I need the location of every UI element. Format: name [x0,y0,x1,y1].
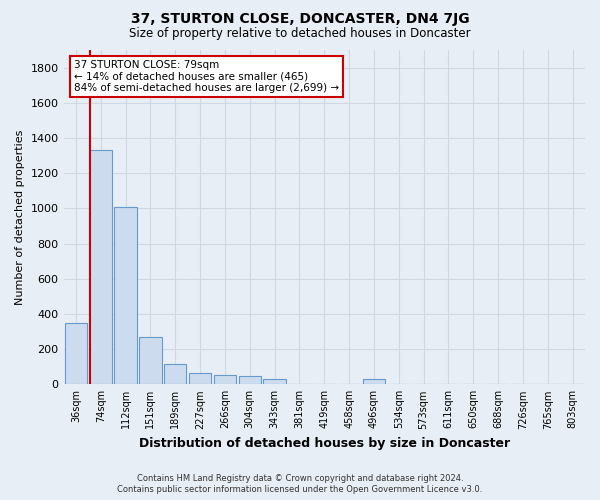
Bar [214,374,236,384]
Bar [363,379,385,384]
Bar [89,150,112,384]
X-axis label: Distribution of detached houses by size in Doncaster: Distribution of detached houses by size … [139,437,510,450]
Bar [189,373,211,384]
Bar [263,379,286,384]
Bar [65,322,87,384]
Text: Contains HM Land Registry data © Crown copyright and database right 2024.
Contai: Contains HM Land Registry data © Crown c… [118,474,482,494]
Bar [239,376,261,384]
Text: 37 STURTON CLOSE: 79sqm
← 14% of detached houses are smaller (465)
84% of semi-d: 37 STURTON CLOSE: 79sqm ← 14% of detache… [74,60,339,93]
Text: 37, STURTON CLOSE, DONCASTER, DN4 7JG: 37, STURTON CLOSE, DONCASTER, DN4 7JG [131,12,469,26]
Bar [164,364,187,384]
Y-axis label: Number of detached properties: Number of detached properties [15,130,25,305]
Bar [139,337,161,384]
Bar [115,206,137,384]
Text: Size of property relative to detached houses in Doncaster: Size of property relative to detached ho… [129,28,471,40]
